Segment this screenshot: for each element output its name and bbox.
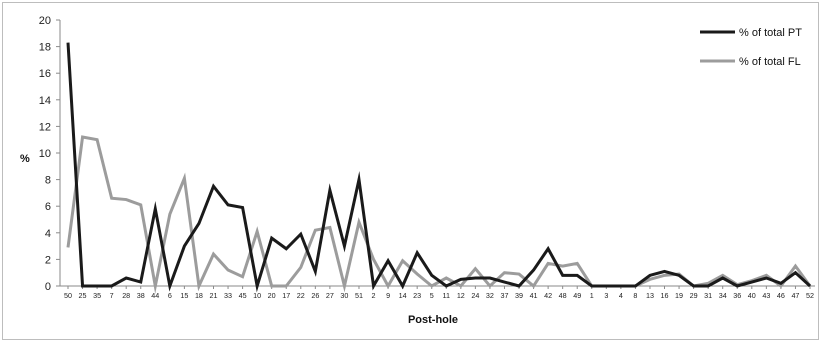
x-axis: 50 25 35 7 28 38 44 6 15 18 21 33 45 10 20 17 22 26 27 30 51… [60,286,815,300]
legend-label-fl: % of total FL [739,56,801,68]
y-tick-label: 20 [39,15,51,27]
x-tick-label: 14 [399,291,407,300]
x-tick-label: 30 [340,291,348,300]
x-tick-label: 4 [619,291,623,300]
x-tick-label: 41 [530,291,538,300]
x-tick-label: 24 [471,291,479,300]
x-tick-label: 47 [791,291,799,300]
x-tick-label: 25 [79,291,87,300]
x-tick-label: 27 [326,291,334,300]
x-tick-label: 12 [457,291,465,300]
x-tick-label: 43 [762,291,770,300]
x-tick-label: 39 [515,291,523,300]
x-tick-label: 20 [268,291,276,300]
y-tick-label: 18 [39,42,51,54]
x-tick-label: 29 [690,291,698,300]
y-tick-label: 4 [45,228,51,240]
x-tick-label: 50 [64,291,72,300]
x-tick-label: 34 [719,291,727,300]
y-tick-label: 14 [39,95,51,107]
y-tick-label: 12 [39,121,51,133]
x-tick-label: 21 [209,291,217,300]
x-tick-label: 13 [646,291,654,300]
x-tick-label: 28 [122,291,130,300]
y-axis-label: % [20,153,30,165]
x-tick-label: 17 [282,291,290,300]
legend-label-pt: % of total PT [739,27,802,39]
x-tick-label: 3 [604,291,608,300]
legend: % of total PT % of total FL [700,27,802,68]
x-tick-label: 37 [500,291,508,300]
x-tick-label: 33 [224,291,232,300]
x-tick-label: 5 [430,291,434,300]
x-tick-label: 35 [93,291,101,300]
x-tick-label: 18 [195,291,203,300]
x-tick-label: 9 [386,291,390,300]
x-tick-label: 26 [311,291,319,300]
y-tick-label: 8 [45,175,51,187]
x-tick-label: 32 [486,291,494,300]
series-line-pt [68,43,810,286]
x-axis-label: Post-hole [408,314,458,326]
x-tick-label: 6 [168,291,172,300]
x-tick-label: 48 [559,291,567,300]
series-lines [68,43,810,286]
x-tick-label: 10 [253,291,261,300]
x-tick-label: 22 [297,291,305,300]
x-tick-label: 7 [110,291,114,300]
y-tick-label: 6 [45,201,51,213]
y-axis: 0 2 4 6 8 10 12 14 16 18 20 [39,15,60,293]
x-tick-label: 49 [573,291,581,300]
x-tick-label: 1 [590,291,594,300]
y-tick-label: 10 [39,148,51,160]
x-tick-label: 2 [372,291,376,300]
x-tick-label: 31 [704,291,712,300]
x-tick-label: 16 [661,291,669,300]
x-tick-label: 46 [777,291,785,300]
x-tick-label: 8 [633,291,637,300]
x-tick-label: 15 [180,291,188,300]
y-tick-label: 0 [45,281,51,293]
x-tick-label: 11 [443,291,450,300]
x-tick-label: 23 [413,291,421,300]
x-tick-label: 40 [748,291,756,300]
y-tick-label: 2 [45,254,51,266]
x-tick-label: 51 [355,291,363,300]
x-tick-label: 42 [544,291,552,300]
x-tick-label: 38 [137,291,145,300]
x-tick-label: 36 [733,291,741,300]
y-tick-label: 16 [39,68,51,80]
x-tick-label: 52 [806,291,814,300]
x-tick-label: 45 [239,291,247,300]
x-tick-label: 19 [675,291,683,300]
